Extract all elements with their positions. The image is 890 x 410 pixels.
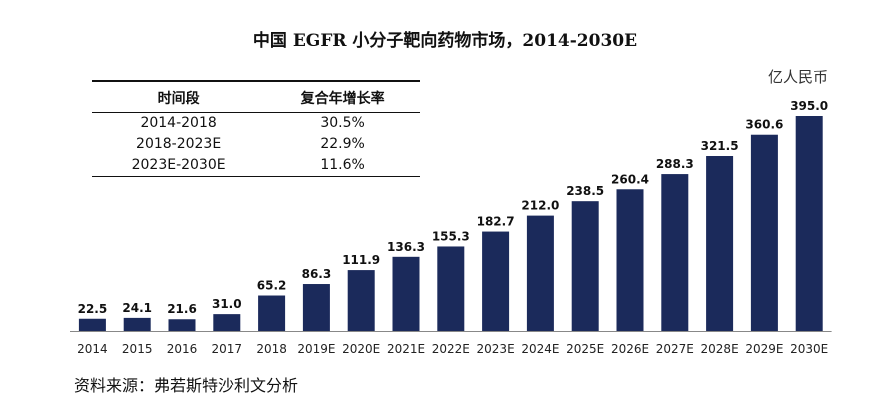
x-tick-label: 2016	[167, 342, 198, 356]
bar	[302, 284, 330, 331]
bar-value-label: 395.0	[790, 99, 828, 113]
period-cell: 2014-2018	[140, 115, 217, 131]
x-tick-label: 2026E	[611, 342, 649, 356]
header-period: 时间段	[92, 80, 266, 113]
chart-title: 中国 EGFR 小分子靶向药物市场，2014-2030E	[252, 31, 638, 51]
bar-value-label: 86.3	[302, 267, 332, 281]
bar	[526, 215, 554, 331]
bar	[258, 295, 286, 331]
bar-value-label: 22.5	[78, 302, 108, 316]
bar	[123, 317, 151, 331]
bar	[571, 201, 599, 331]
source-note: 资料来源：弗若斯特沙利文分析	[74, 376, 299, 395]
x-tick-label: 2019E	[297, 342, 335, 356]
bar	[795, 116, 823, 331]
bar-value-label: 111.9	[342, 253, 380, 267]
x-tick-label: 2028E	[701, 342, 739, 356]
x-tick-label: 2024E	[521, 342, 559, 356]
period-cell: 2023E-2030E	[92, 155, 266, 177]
bar	[213, 314, 241, 331]
bar-value-label: 238.5	[566, 184, 604, 198]
bar-value-label: 155.3	[432, 229, 470, 243]
bar	[347, 270, 375, 331]
cagr-cell: 11.6%	[265, 155, 420, 177]
x-tick-label: 2022E	[432, 342, 470, 356]
bar-value-label: 260.4	[611, 172, 649, 186]
bar-value-label: 360.6	[745, 118, 783, 132]
bar	[616, 189, 644, 331]
bar	[168, 319, 196, 331]
bar	[392, 256, 420, 331]
bar-value-label: 136.3	[387, 240, 425, 254]
period-cell: 2018-2023E	[136, 136, 222, 152]
x-tick-label: 2027E	[656, 342, 694, 356]
x-tick-label: 2014	[77, 342, 108, 356]
bar-value-label: 212.0	[521, 199, 559, 213]
x-tick-label: 2021E	[387, 342, 425, 356]
table-row: 2014-2018 30.5%	[92, 113, 420, 135]
cagr-table: 时间段 复合年增长率 2014-2018 30.5% 2018-2023E 22…	[92, 80, 420, 177]
x-tick-label: 2030E	[790, 342, 828, 356]
x-tick-label: 2023E	[477, 342, 515, 356]
x-tick-label: 2025E	[566, 342, 604, 356]
cagr-cell: 22.9%	[320, 136, 365, 152]
header-cagr: 复合年增长率	[265, 80, 420, 113]
x-tick-label: 2020E	[342, 342, 380, 356]
x-tick-label: 2018	[256, 342, 287, 356]
unit-label: 亿人民币	[767, 68, 828, 86]
bar	[661, 174, 689, 331]
bar	[437, 246, 465, 331]
bar-value-label: 182.7	[477, 215, 515, 229]
x-tick-label: 2017	[212, 342, 243, 356]
table-row: 2018-2023E 22.9%	[92, 134, 420, 155]
x-tick-label: 2015	[122, 342, 153, 356]
bar	[482, 231, 510, 331]
bar-value-label: 21.6	[167, 302, 197, 316]
cagr-cell: 30.5%	[320, 115, 365, 131]
bar-value-label: 24.1	[122, 301, 152, 315]
bar-value-label: 288.3	[656, 157, 694, 171]
bar-value-label: 321.5	[701, 139, 739, 153]
bar	[750, 134, 778, 331]
bar-value-label: 31.0	[212, 297, 242, 311]
x-tick-label: 2029E	[745, 342, 783, 356]
bar	[78, 318, 106, 331]
table-row: 2023E-2030E 11.6%	[92, 155, 420, 177]
bar	[706, 156, 734, 331]
bar-value-label: 65.2	[257, 279, 287, 293]
